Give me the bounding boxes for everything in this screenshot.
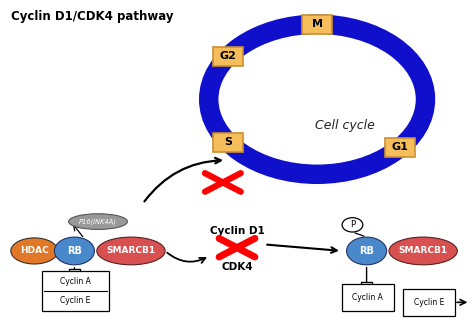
Text: G1: G1 [392, 142, 409, 152]
Circle shape [342, 218, 363, 232]
Text: CDK4: CDK4 [221, 262, 253, 272]
Text: Cyclin E: Cyclin E [414, 298, 444, 307]
FancyBboxPatch shape [302, 15, 332, 34]
Ellipse shape [11, 238, 58, 264]
Text: SMARCB1: SMARCB1 [399, 246, 448, 255]
Text: P16(INK4A): P16(INK4A) [79, 218, 117, 225]
Ellipse shape [69, 214, 128, 229]
FancyBboxPatch shape [342, 284, 394, 311]
Ellipse shape [346, 237, 387, 265]
Ellipse shape [389, 237, 457, 265]
FancyBboxPatch shape [403, 289, 455, 316]
FancyBboxPatch shape [385, 138, 415, 157]
FancyBboxPatch shape [213, 47, 243, 65]
Text: M: M [311, 19, 323, 29]
Text: RB: RB [359, 246, 374, 256]
Ellipse shape [55, 237, 94, 265]
Text: Cell cycle: Cell cycle [315, 119, 375, 132]
FancyBboxPatch shape [42, 271, 109, 311]
Text: RB: RB [67, 246, 82, 256]
FancyBboxPatch shape [213, 133, 243, 152]
Text: Cyclin D1/CDK4 pathway: Cyclin D1/CDK4 pathway [11, 10, 173, 23]
Text: Cyclin E: Cyclin E [60, 296, 91, 305]
Text: Cyclin A: Cyclin A [352, 293, 383, 302]
Text: Cyclin D1: Cyclin D1 [210, 226, 264, 236]
Text: HDAC: HDAC [20, 246, 49, 255]
Text: SMARCB1: SMARCB1 [106, 246, 155, 255]
Text: S: S [224, 137, 232, 147]
Ellipse shape [97, 237, 165, 265]
Text: P: P [350, 220, 355, 229]
Text: G2: G2 [220, 51, 237, 61]
Text: Cyclin A: Cyclin A [60, 277, 91, 286]
